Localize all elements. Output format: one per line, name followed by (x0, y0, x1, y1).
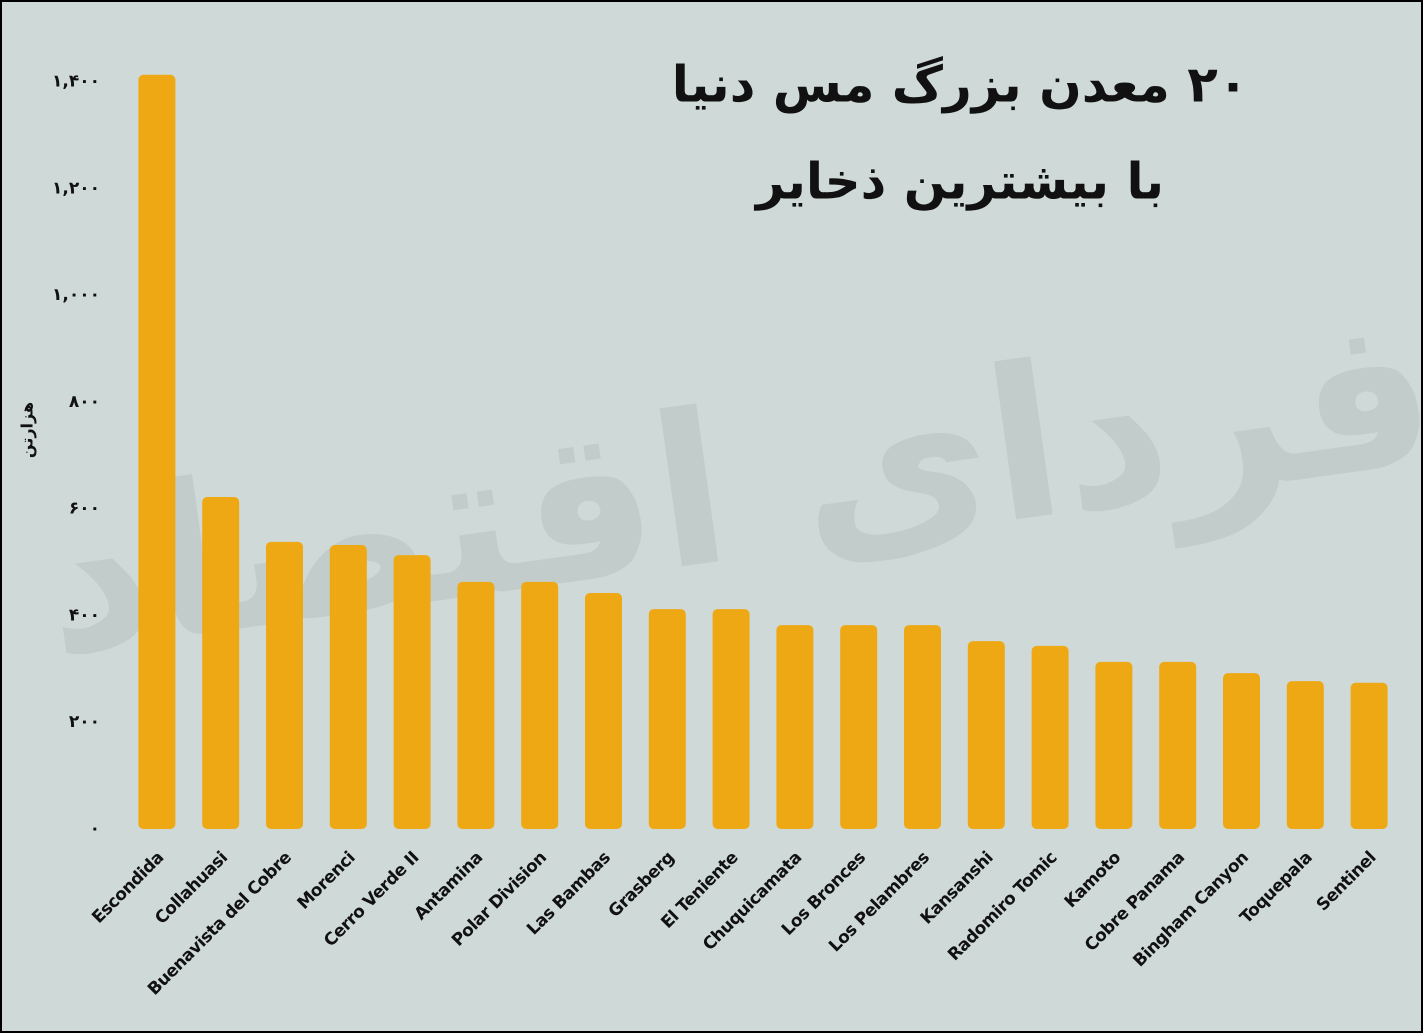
bar (776, 625, 814, 829)
bar (1286, 681, 1324, 829)
bar (393, 555, 431, 829)
bar (903, 625, 942, 829)
bar (521, 581, 559, 829)
bar (712, 609, 750, 829)
bar (967, 641, 1005, 829)
bar (1222, 673, 1261, 829)
y-tick-label: ۸۰۰ (69, 392, 100, 412)
bar (265, 541, 304, 829)
y-tick-label: ۶۰۰ (69, 499, 100, 519)
chart-title: با بیشترین ذخایر (753, 153, 1164, 212)
y-tick-label: ۰ (90, 819, 100, 839)
bar (584, 593, 623, 829)
bar (648, 609, 686, 829)
y-tick-label: ۲۰۰ (69, 712, 100, 732)
bar (1350, 682, 1388, 829)
bar (457, 581, 495, 829)
bar (840, 625, 878, 829)
chart-title: ۲۰ معدن بزرگ مس دنیا (672, 56, 1249, 115)
bar (138, 74, 176, 829)
bar (202, 496, 240, 829)
y-tick-label: ۱,۴۰۰ (52, 72, 100, 92)
bar (1159, 661, 1197, 829)
y-tick-label: ۱,۲۰۰ (52, 178, 100, 198)
bar (1095, 661, 1133, 829)
y-tick-label: ۱,۰۰۰ (52, 285, 100, 305)
y-axis-label: هزارتن (18, 402, 37, 458)
bar (1031, 645, 1069, 829)
bar (329, 545, 367, 829)
y-tick-label: ۴۰۰ (69, 605, 100, 625)
